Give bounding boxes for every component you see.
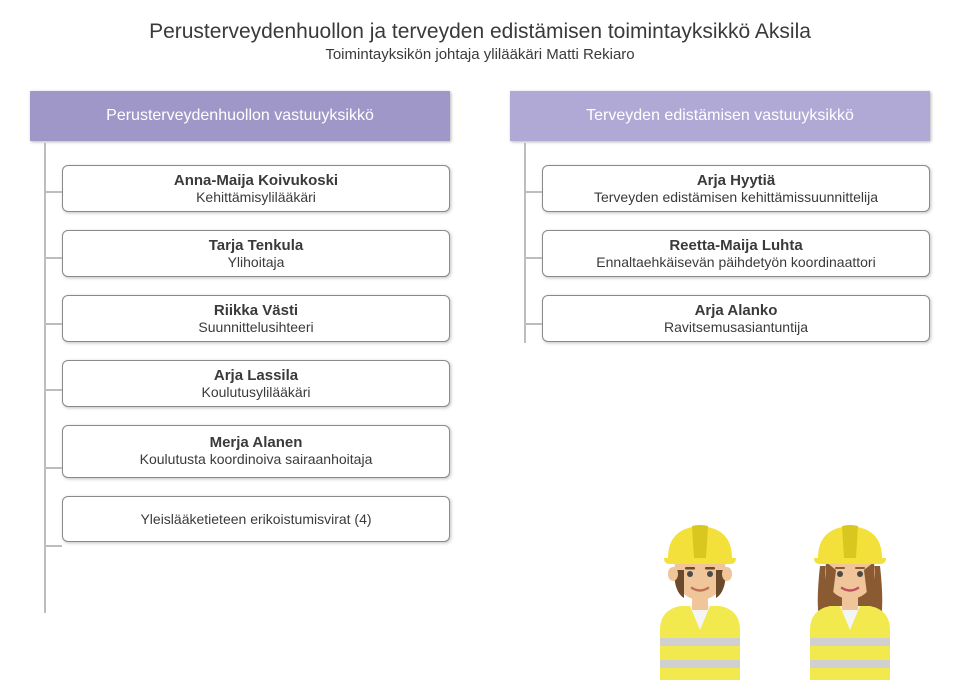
connector-hstub <box>44 257 62 259</box>
person-role: Ennaltaehkäisevän päihdetyön koordinaatt… <box>557 254 915 270</box>
connector-hstub <box>524 191 542 193</box>
worker-female-icon <box>790 510 910 680</box>
person-name: Arja Hyytiä <box>557 172 915 189</box>
unit-header-right: Terveyden edistämisen vastuuyksikkö <box>510 91 930 141</box>
person-role: Ravitsemusasiantuntija <box>557 319 915 335</box>
person-name: Riikka Västi <box>77 302 435 319</box>
person-name: Arja Alanko <box>557 302 915 319</box>
person-card: Arja Lassila Koulutusylilääkäri <box>62 360 450 407</box>
person-card: Tarja Tenkula Ylihoitaja <box>62 230 450 277</box>
person-role: Kehittämisylilääkäri <box>77 189 435 205</box>
org-columns: Perusterveydenhuollon vastuuyksikkö Anna… <box>30 91 930 560</box>
person-role: Koulutusylilääkäri <box>77 384 435 400</box>
person-name: Reetta-Maija Luhta <box>557 237 915 254</box>
person-name: Arja Lassila <box>77 367 435 384</box>
connector-hstub <box>44 191 62 193</box>
person-card: Arja Alanko Ravitsemusasiantuntija <box>542 295 930 342</box>
person-card: Reetta-Maija Luhta Ennaltaehkäisevän päi… <box>542 230 930 277</box>
person-role: Koulutusta koordinoiva sairaanhoitaja <box>77 451 435 467</box>
connector-hstub <box>524 257 542 259</box>
person-card: Arja Hyytiä Terveyden edistämisen kehitt… <box>542 165 930 212</box>
connector-hstub <box>44 545 62 547</box>
person-card: Merja Alanen Koulutusta koordinoiva sair… <box>62 425 450 478</box>
left-column: Perusterveydenhuollon vastuuyksikkö Anna… <box>30 91 450 560</box>
header: Perusterveydenhuollon ja terveyden edist… <box>30 20 930 63</box>
unit-header-left: Perusterveydenhuollon vastuuyksikkö <box>30 91 450 141</box>
worker-illustration <box>640 510 910 680</box>
person-card: Anna-Maija Koivukoski Kehittämisylilääkä… <box>62 165 450 212</box>
connector-hstub <box>44 323 62 325</box>
person-role: Suunnittelusihteeri <box>77 319 435 335</box>
connector-hstub <box>524 323 542 325</box>
person-name: Anna-Maija Koivukoski <box>77 172 435 189</box>
worker-male-icon <box>640 510 760 680</box>
connector-vline <box>44 143 46 613</box>
page-subtitle: Toimintayksikön johtaja ylilääkäri Matti… <box>30 46 930 63</box>
person-name: Tarja Tenkula <box>77 237 435 254</box>
person-name: Merja Alanen <box>77 434 435 451</box>
person-role: Ylihoitaja <box>77 254 435 270</box>
person-role: Yleislääketieteen erikoistumisvirat (4) <box>77 511 435 527</box>
person-card: Riikka Västi Suunnittelusihteeri <box>62 295 450 342</box>
connector-hstub <box>44 467 62 469</box>
right-column: Terveyden edistämisen vastuuyksikkö Arja… <box>510 91 930 560</box>
connector-hstub <box>44 389 62 391</box>
page-title: Perusterveydenhuollon ja terveyden edist… <box>30 20 930 44</box>
connector-vline <box>524 143 526 343</box>
person-card: Yleislääketieteen erikoistumisvirat (4) <box>62 496 450 542</box>
person-role: Terveyden edistämisen kehittämissuunnitt… <box>557 189 915 205</box>
